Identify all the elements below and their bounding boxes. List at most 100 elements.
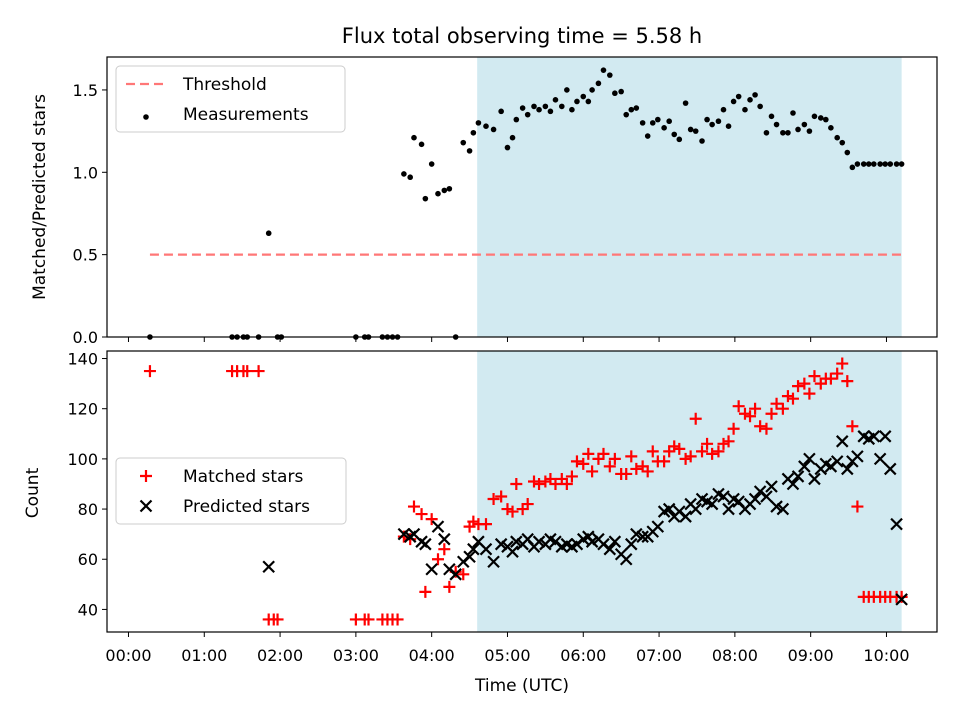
measurement-point bbox=[757, 103, 763, 110]
measurement-point bbox=[795, 126, 801, 133]
measurement-point bbox=[633, 105, 640, 111]
matched-star-point bbox=[362, 613, 375, 626]
bottom-ytick-label-2: 80 bbox=[78, 500, 98, 519]
matched-star-point bbox=[271, 613, 284, 626]
measurement-point bbox=[490, 126, 497, 133]
bottom-ytick-label-5: 140 bbox=[67, 350, 98, 369]
matched-star-point bbox=[684, 450, 697, 463]
measurement-point bbox=[265, 230, 272, 237]
matched-star-point bbox=[431, 553, 444, 566]
measurement-point bbox=[768, 113, 775, 120]
xtick-label-2: 02:00 bbox=[257, 646, 303, 665]
measurement-point bbox=[811, 113, 818, 120]
matched-star-point bbox=[419, 585, 432, 598]
matched-star-point bbox=[521, 498, 534, 511]
matched-star-point bbox=[397, 530, 410, 543]
measurement-point bbox=[483, 123, 489, 129]
legend-label-1: Predicted stars bbox=[183, 497, 310, 517]
xtick-label-5: 05:00 bbox=[484, 646, 530, 665]
top-ytick-label-1: 0.5 bbox=[73, 246, 98, 265]
measurement-point bbox=[411, 134, 417, 141]
predicted-star-point bbox=[808, 472, 821, 486]
measurement-point bbox=[618, 88, 624, 95]
matched-star-point bbox=[776, 402, 789, 415]
measurement-point bbox=[834, 134, 840, 141]
matched-star-point bbox=[510, 477, 523, 490]
predicted-star-point bbox=[463, 550, 476, 564]
predicted-star-point bbox=[636, 530, 649, 543]
predicted-star-point bbox=[717, 490, 730, 503]
matched-star-point bbox=[851, 500, 864, 513]
predicted-star-point bbox=[883, 462, 897, 476]
bottom-axes-frame bbox=[106, 350, 938, 633]
predicted-star-point bbox=[722, 502, 735, 516]
matched-star-point bbox=[143, 365, 156, 378]
predicted-star-point bbox=[786, 477, 800, 491]
measurement-point bbox=[742, 106, 748, 113]
measurement-point bbox=[806, 128, 813, 134]
measurement-point bbox=[519, 105, 526, 111]
measurement-point bbox=[595, 80, 602, 87]
matched-star-point bbox=[831, 367, 844, 380]
measurement-point bbox=[504, 144, 511, 151]
matched-star-point bbox=[701, 437, 714, 450]
measurement-point bbox=[692, 128, 699, 134]
measurement-point bbox=[839, 139, 846, 146]
measurement-point bbox=[542, 103, 549, 110]
measurement-point bbox=[763, 129, 770, 136]
predicted-star-point bbox=[479, 542, 493, 556]
measurement-point bbox=[725, 123, 732, 129]
matched-star-point bbox=[658, 455, 671, 468]
matched-star-point bbox=[770, 397, 783, 410]
matched-star-point bbox=[760, 422, 773, 435]
predicted-star-point bbox=[603, 542, 617, 556]
predicted-star-point bbox=[467, 542, 480, 556]
measurement-point bbox=[441, 187, 448, 194]
predicted-star-point bbox=[830, 455, 844, 468]
predicted-star-point bbox=[791, 470, 805, 483]
matched-star-point bbox=[415, 508, 428, 521]
predicted-star-point bbox=[765, 480, 778, 493]
measurement-point bbox=[752, 92, 758, 98]
matched-star-point bbox=[824, 372, 837, 385]
measurement-point bbox=[817, 115, 824, 121]
predicted-star-point bbox=[262, 560, 275, 574]
xtick-label-3: 03:00 bbox=[333, 646, 379, 665]
measurement-point bbox=[524, 111, 531, 118]
predicted-star-point bbox=[873, 452, 887, 466]
xtick-label-6: 06:00 bbox=[560, 646, 606, 665]
matched-star-point bbox=[560, 477, 573, 490]
xtick-label-10: 10:00 bbox=[863, 646, 909, 665]
measurement-point bbox=[882, 161, 889, 167]
measurement-point bbox=[428, 161, 435, 167]
measurement-point bbox=[682, 100, 689, 106]
measurement-point bbox=[585, 98, 592, 105]
measurement-point bbox=[558, 103, 565, 110]
matched-star-point bbox=[620, 467, 633, 480]
measurement-point bbox=[676, 136, 683, 143]
measurement-point bbox=[580, 93, 587, 100]
legend-label-0: Matched stars bbox=[183, 467, 303, 487]
xtick-label-1: 01:00 bbox=[181, 646, 227, 665]
predicted-star-point bbox=[425, 562, 438, 576]
matched-star-point bbox=[754, 420, 767, 433]
matched-star-point bbox=[792, 380, 805, 393]
matched-star-point bbox=[749, 402, 762, 415]
matched-star-point bbox=[577, 457, 590, 470]
predicted-star-point bbox=[748, 492, 762, 506]
measurement-point bbox=[401, 171, 407, 177]
matched-star-point bbox=[673, 442, 686, 455]
predicted-star-point bbox=[841, 462, 854, 476]
bottom-legend-box bbox=[115, 457, 347, 525]
top-panel: 0.0 0.5 1.0 1.5 Threshold Measurements bbox=[73, 56, 938, 347]
measurement-point bbox=[509, 134, 516, 141]
predicted-star-point bbox=[438, 532, 451, 546]
measurement-point bbox=[644, 133, 651, 139]
measurement-point bbox=[552, 97, 559, 103]
legend-label-0: Threshold bbox=[182, 75, 267, 95]
measurement-point bbox=[607, 72, 613, 78]
predicted-star-point bbox=[760, 490, 773, 503]
predicted-star-point bbox=[776, 502, 790, 516]
measurement-point bbox=[790, 110, 796, 116]
measurement-point bbox=[699, 138, 705, 144]
